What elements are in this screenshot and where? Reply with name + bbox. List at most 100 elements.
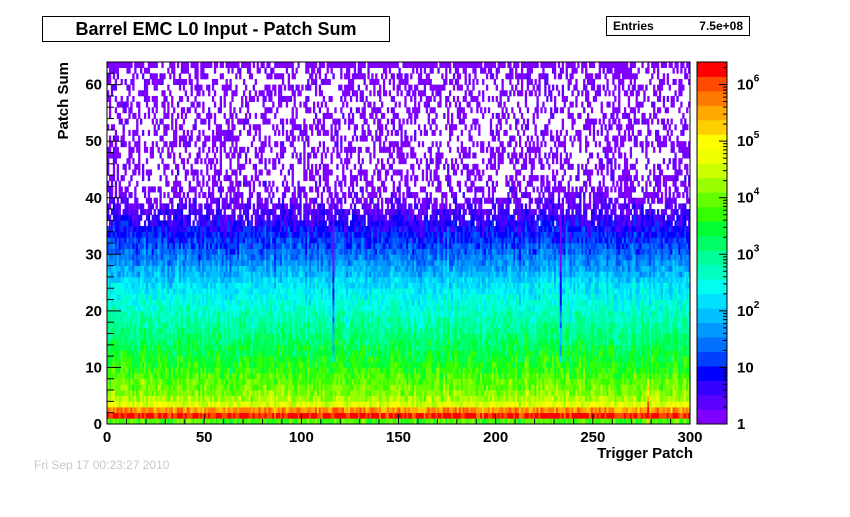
heatmap-cell [231, 237, 234, 244]
heatmap-cell [165, 141, 168, 148]
heatmap-cell [210, 112, 213, 119]
heatmap-cell [132, 373, 135, 380]
heatmap-cell [244, 333, 248, 340]
heatmap-cell [248, 299, 252, 306]
heatmap-cell [173, 231, 176, 238]
heatmap-cell [291, 378, 294, 385]
heatmap-cell [223, 339, 226, 346]
heatmap-cell [130, 203, 133, 210]
heatmap-cell [107, 412, 110, 419]
heatmap-cell [281, 305, 285, 312]
heatmap-cell [270, 243, 273, 250]
heatmap-cell [241, 265, 244, 272]
heatmap-cell [276, 350, 279, 357]
heatmap-cell [225, 378, 228, 385]
heatmap-cell [237, 62, 240, 69]
heatmap-cell [223, 197, 226, 204]
heatmap-cell [219, 276, 222, 283]
heatmap-cell [289, 203, 292, 210]
heatmap-cell [163, 129, 166, 136]
heatmap-cell [186, 220, 189, 227]
heatmap-cell [266, 209, 269, 216]
heatmap-cell [143, 276, 147, 283]
heatmap-cell [287, 62, 291, 69]
heatmap-cell [124, 418, 127, 425]
heatmap-cell [215, 271, 219, 278]
heatmap-cell [153, 395, 156, 402]
heatmap-cell [114, 310, 118, 317]
heatmap-cell [153, 401, 156, 408]
heatmap-cell [256, 293, 259, 300]
heatmap-cell [270, 231, 273, 238]
heatmap-cell [221, 186, 224, 193]
heatmap-cell [175, 271, 178, 278]
heatmap-cell [279, 412, 283, 419]
heatmap-cell [169, 305, 172, 312]
heatmap-cell [108, 310, 112, 317]
heatmap-cell [118, 293, 121, 300]
heatmap-cell [157, 209, 160, 216]
heatmap-cell [194, 282, 197, 289]
heatmap-cell [250, 350, 254, 357]
heatmap-cell [227, 350, 230, 357]
heatmap-cell [108, 248, 112, 255]
heatmap-cell [175, 163, 178, 170]
heatmap-cell [192, 231, 195, 238]
heatmap-cell [235, 384, 238, 391]
heatmap-cell [225, 305, 228, 312]
heatmap-cell [194, 305, 197, 312]
heatmap-cell [130, 327, 133, 334]
heatmap-cell [281, 322, 285, 329]
heatmap-cell [278, 90, 281, 97]
heatmap-cell [235, 243, 238, 250]
heatmap-cell [145, 169, 149, 176]
heatmap-cell [237, 220, 240, 227]
heatmap-cell [202, 401, 205, 408]
heatmap-cell [283, 361, 287, 368]
heatmap-cell [283, 209, 287, 216]
heatmap-cell [107, 316, 110, 323]
heatmap-cell [268, 158, 271, 165]
heatmap-cell [167, 344, 170, 351]
heatmap-cell [141, 401, 145, 408]
heatmap-cell [112, 265, 116, 272]
heatmap-cell [281, 395, 285, 402]
heatmap-cell [186, 373, 189, 380]
heatmap-cell [225, 333, 228, 340]
heatmap-cell [303, 339, 306, 346]
heatmap-cell [210, 243, 213, 250]
heatmap-cell [297, 361, 300, 368]
heatmap-cell [213, 407, 217, 414]
heatmap-cell [126, 118, 129, 125]
heatmap-cell [264, 259, 267, 266]
heatmap-cell [110, 299, 114, 306]
heatmap-cell [140, 390, 143, 397]
heatmap-cell [268, 62, 271, 69]
heatmap-cell [210, 418, 213, 425]
heatmap-cell [188, 271, 191, 278]
heatmap-cell [210, 288, 213, 295]
heatmap-cell [188, 288, 191, 295]
heatmap-cell [262, 384, 265, 391]
heatmap-cell [153, 214, 156, 221]
heatmap-cell [153, 418, 156, 425]
heatmap-cell [171, 384, 174, 391]
heatmap-cell [190, 418, 193, 425]
heatmap-cell [169, 214, 172, 221]
heatmap-cell [279, 316, 283, 323]
heatmap-cell [192, 299, 195, 306]
heatmap-cell [252, 384, 256, 391]
heatmap-cell [221, 395, 224, 402]
heatmap-cell [233, 344, 236, 351]
heatmap-cell [157, 248, 160, 255]
heatmap-cell [138, 327, 141, 334]
heatmap-cell [151, 322, 154, 329]
heatmap-cell [186, 141, 189, 148]
heatmap-cell [167, 282, 170, 289]
heatmap-cell [215, 412, 219, 419]
heatmap-cell [272, 84, 275, 91]
heatmap-cell [180, 254, 184, 261]
heatmap-cell [235, 310, 238, 317]
heatmap-cell [198, 254, 201, 261]
heatmap-cell [276, 259, 279, 266]
